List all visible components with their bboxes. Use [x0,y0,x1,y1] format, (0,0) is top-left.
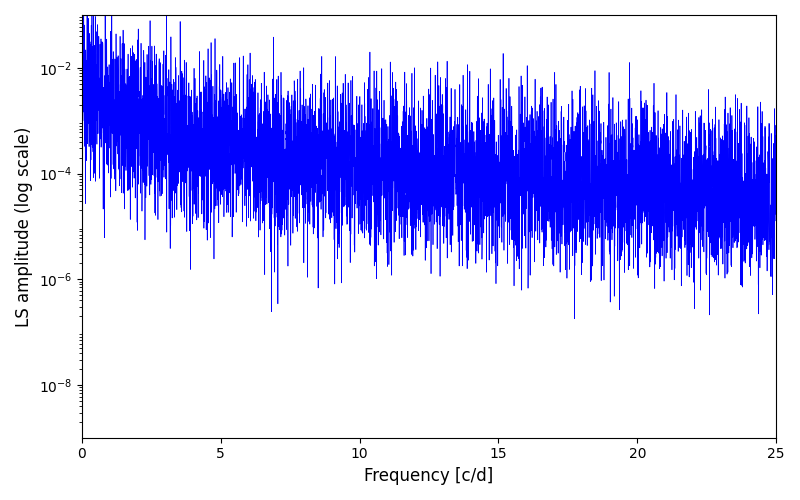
Y-axis label: LS amplitude (log scale): LS amplitude (log scale) [15,126,33,326]
X-axis label: Frequency [c/d]: Frequency [c/d] [364,467,494,485]
